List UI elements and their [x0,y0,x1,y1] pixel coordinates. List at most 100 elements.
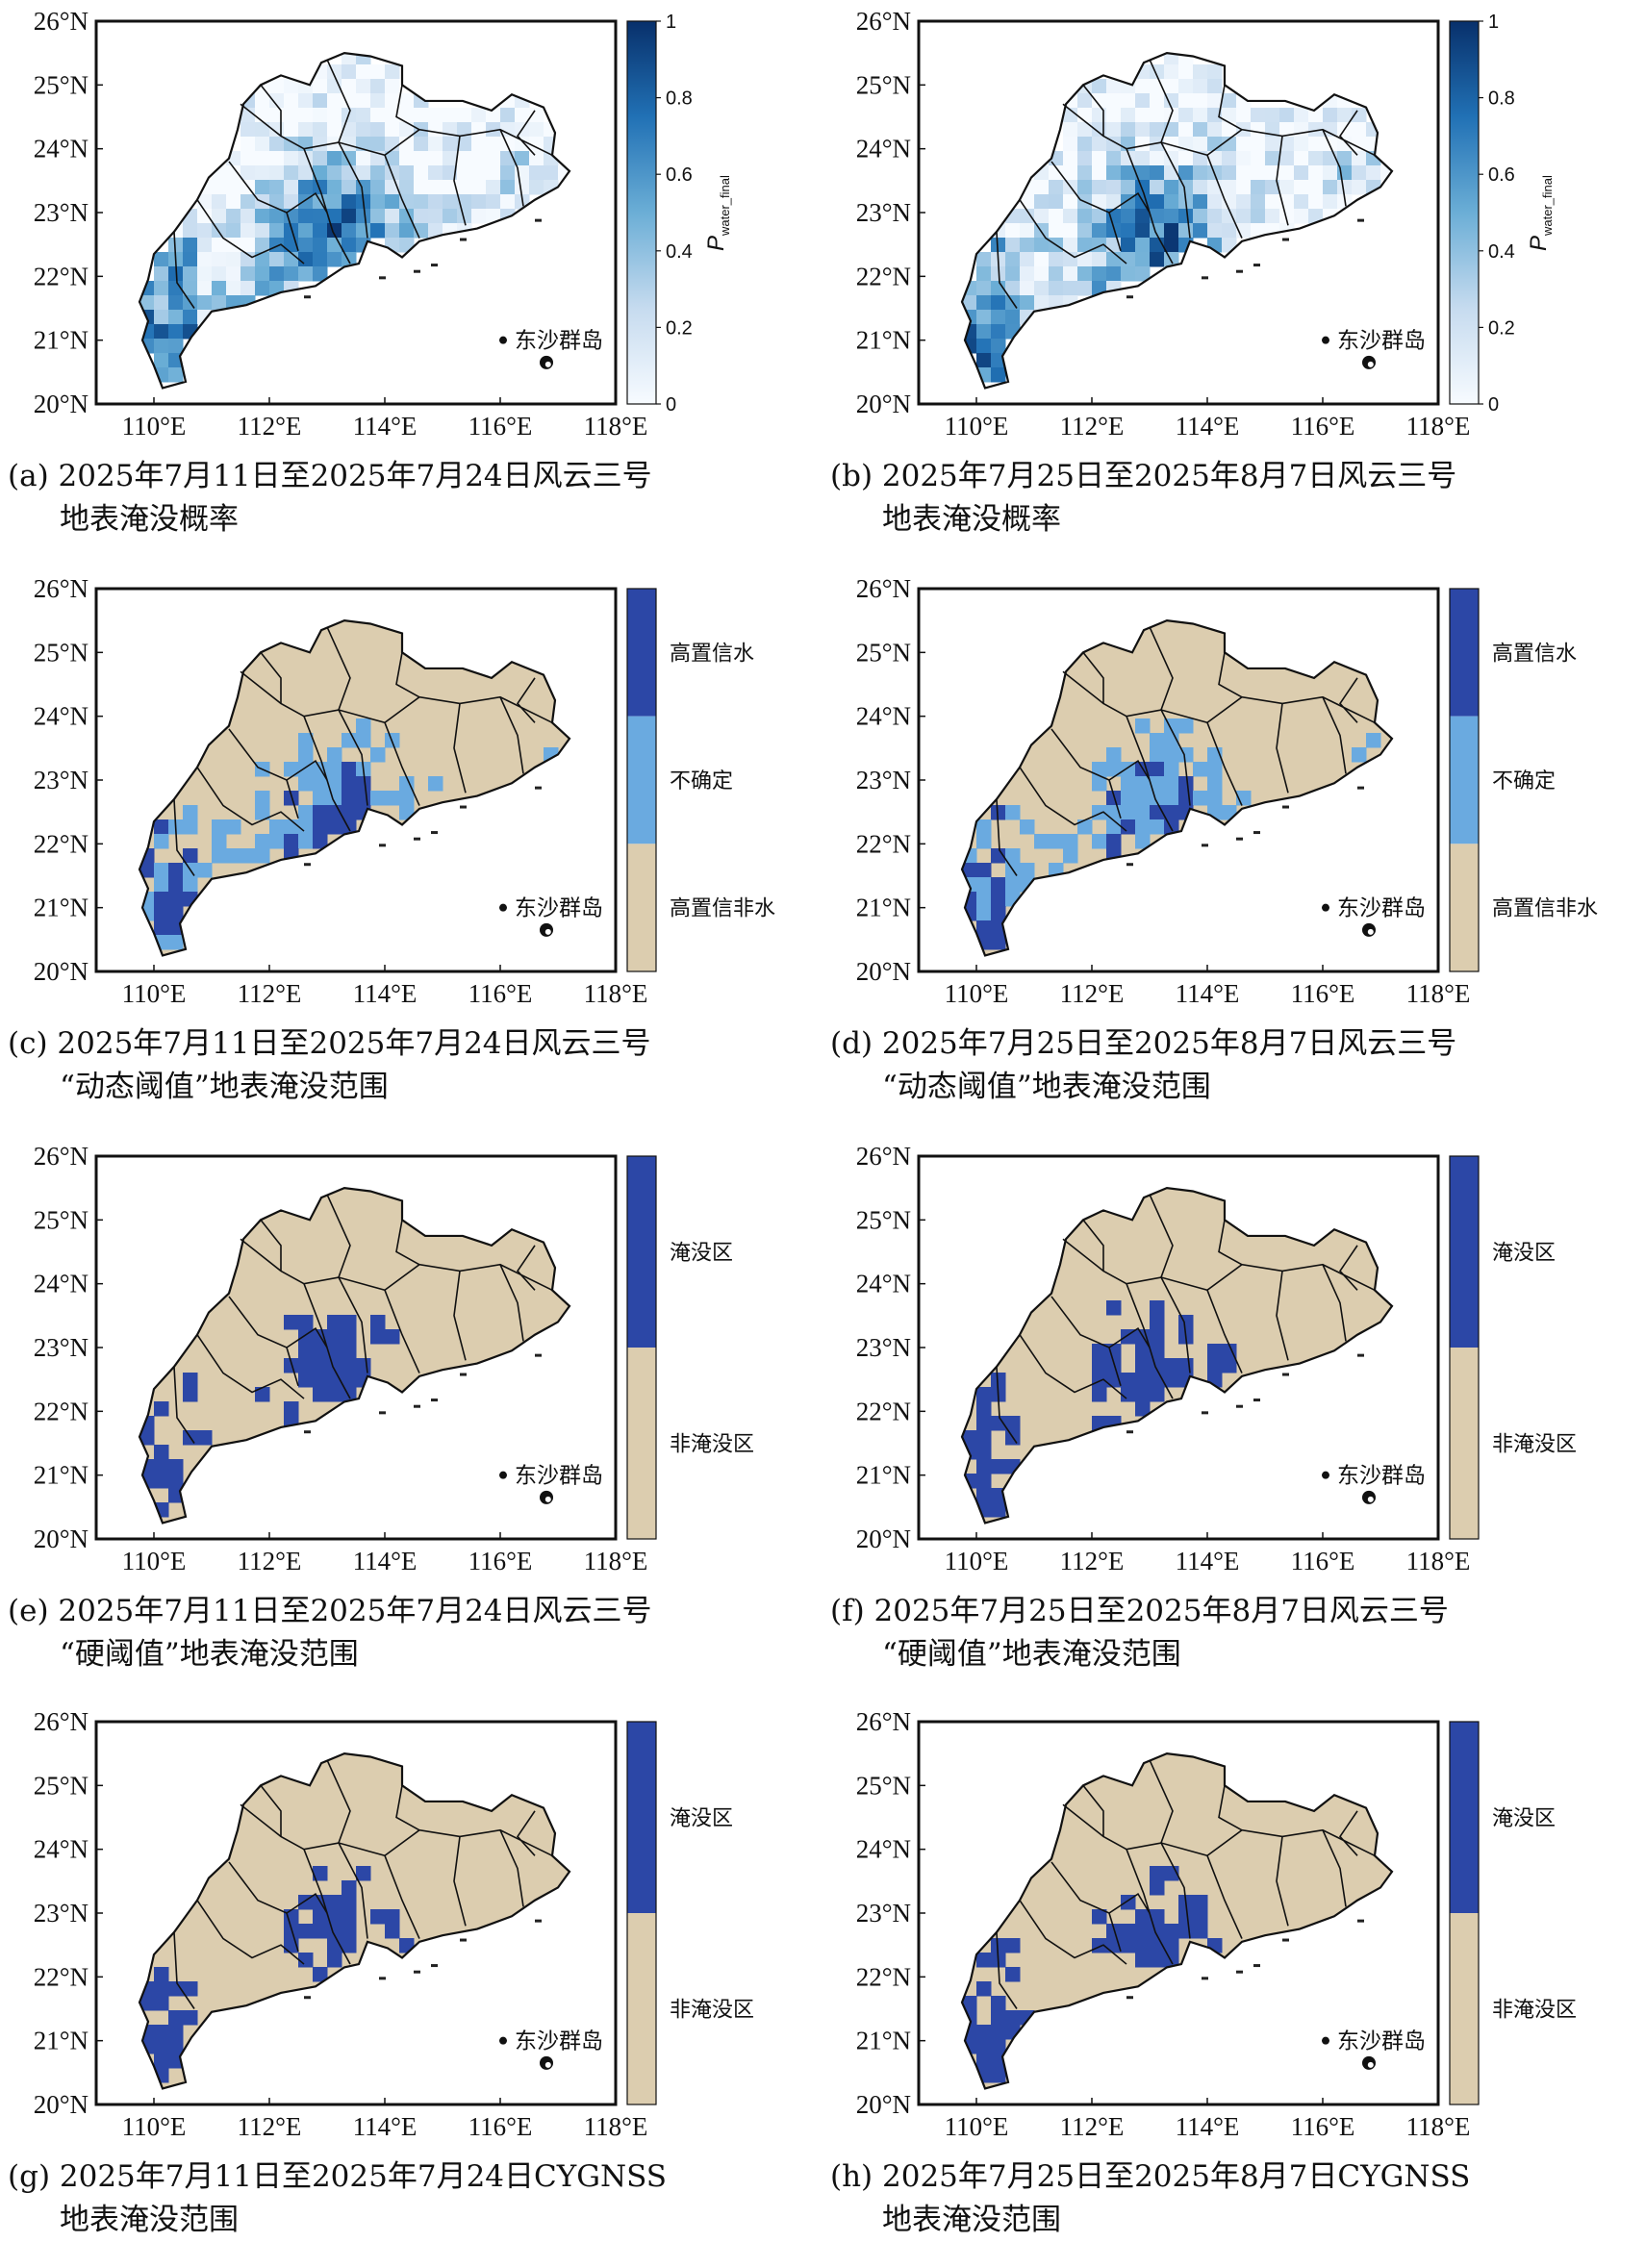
caption-line-1: (d) 2025年7月25日至2025年8月7日风云三号 [830,1026,1457,1061]
raster-cell [1178,776,1194,792]
raster-cell [1236,165,1252,181]
raster-cell [255,281,270,296]
raster-cell [471,108,487,123]
raster-cell [327,108,342,123]
raster-cell [1077,93,1093,109]
raster-cell [991,935,1006,950]
caption-line-2: “硬阈值”地表淹没范围 [60,1637,359,1672]
lat-label: 23°N [856,1899,911,1928]
raster-cell [183,223,198,239]
dongsha-islet-icon [1322,903,1329,912]
raster-cell [168,877,184,893]
prefecture-border [384,155,420,239]
raster-cell [240,848,256,864]
raster-cell [500,108,516,123]
colorbar-tick-label: 0 [1488,394,1499,416]
islet [414,837,420,841]
raster-cell [1164,64,1179,80]
raster-cell [976,310,992,325]
raster-cell [327,209,342,224]
raster-cell [414,108,429,123]
prefecture-border [1082,84,1104,137]
dongsha-atoll-lagoon [544,1496,551,1502]
raster-cell [500,122,516,138]
islet [535,218,542,222]
raster-cell [1077,266,1093,282]
raster-cell [327,1344,342,1359]
islet [460,1938,467,1942]
prefecture-border [453,703,467,794]
raster-cell [226,165,241,181]
raster-cell [1049,194,1064,210]
raster-cell [342,805,357,820]
raster-cell [1135,252,1151,267]
prefecture-border [1160,141,1191,239]
raster-cell [342,238,357,253]
raster-cell [399,165,415,181]
raster-cell [1063,122,1078,138]
prefecture-border [499,696,524,774]
raster-cell [342,1358,357,1373]
raster-cell [976,281,992,296]
raster-cell [1135,1387,1151,1402]
raster-cell [515,180,530,195]
raster-cell [1178,122,1194,138]
raster-cell [1063,137,1078,152]
raster-cell [1193,108,1208,123]
raster-cell [1308,122,1324,138]
raster-cell [298,223,314,239]
raster-cell [1150,1344,1165,1359]
raster-cell [154,281,169,296]
prefecture-border [395,652,420,698]
raster-cell [1178,79,1194,94]
lat-label: 20°N [34,390,89,418]
raster-cell [1092,266,1107,282]
raster-cell [327,776,342,792]
raster-cell [269,209,285,224]
raster-cell [356,180,371,195]
prefecture-border [260,84,282,137]
raster-cell [385,791,400,806]
raster-cell [486,180,501,195]
raster-cell [529,137,544,152]
raster-cell [1063,834,1078,849]
caption-line-2: “硬阈值”地表淹没范围 [882,1637,1181,1672]
raster-cell [1222,165,1237,181]
raster-cell [183,819,198,835]
raster-cell [1178,791,1194,806]
raster-cell [976,1953,992,1968]
colorbar-segment [1450,844,1479,971]
raster-cell [976,324,992,340]
colorbar-frame [1449,588,1480,972]
raster-cell [414,137,429,152]
raster-cell [370,108,386,123]
raster-cell [298,209,314,224]
raster-cell [1178,1924,1194,1939]
raster-cell [1092,776,1107,792]
raster-cell [1207,209,1223,224]
panel-g: 东沙群岛 26°N 25°N 24°N 23°N 22°N 21°N 20°N 110°E 112… [0,1701,822,2268]
raster-cell [1337,151,1353,166]
raster-cell [1207,79,1223,94]
raster-cell [154,906,169,921]
colorbar [1449,20,1480,405]
dongsha-atoll-lagoon [544,2061,551,2068]
raster-cell [226,194,241,210]
prefecture-border [395,1785,420,1831]
colorbar-tick-label: 0.6 [1488,164,1515,186]
raster-cell [1005,2010,1021,2026]
raster-cell [1049,165,1064,181]
raster-cell [1135,151,1151,166]
raster-cell [1178,180,1194,195]
raster-cell [991,805,1006,820]
raster-cell [183,1981,198,1997]
lat-label: 21°N [34,894,89,922]
raster-cell [457,165,472,181]
colorbar-segment [627,1348,656,1539]
raster-cell [1308,137,1324,152]
prefecture-border [1082,651,1104,704]
prefecture-border [196,1334,305,1399]
islet [1253,1964,1260,1968]
colorbar-tick-label: 1 [666,12,676,33]
raster-cell [1135,1909,1151,1925]
